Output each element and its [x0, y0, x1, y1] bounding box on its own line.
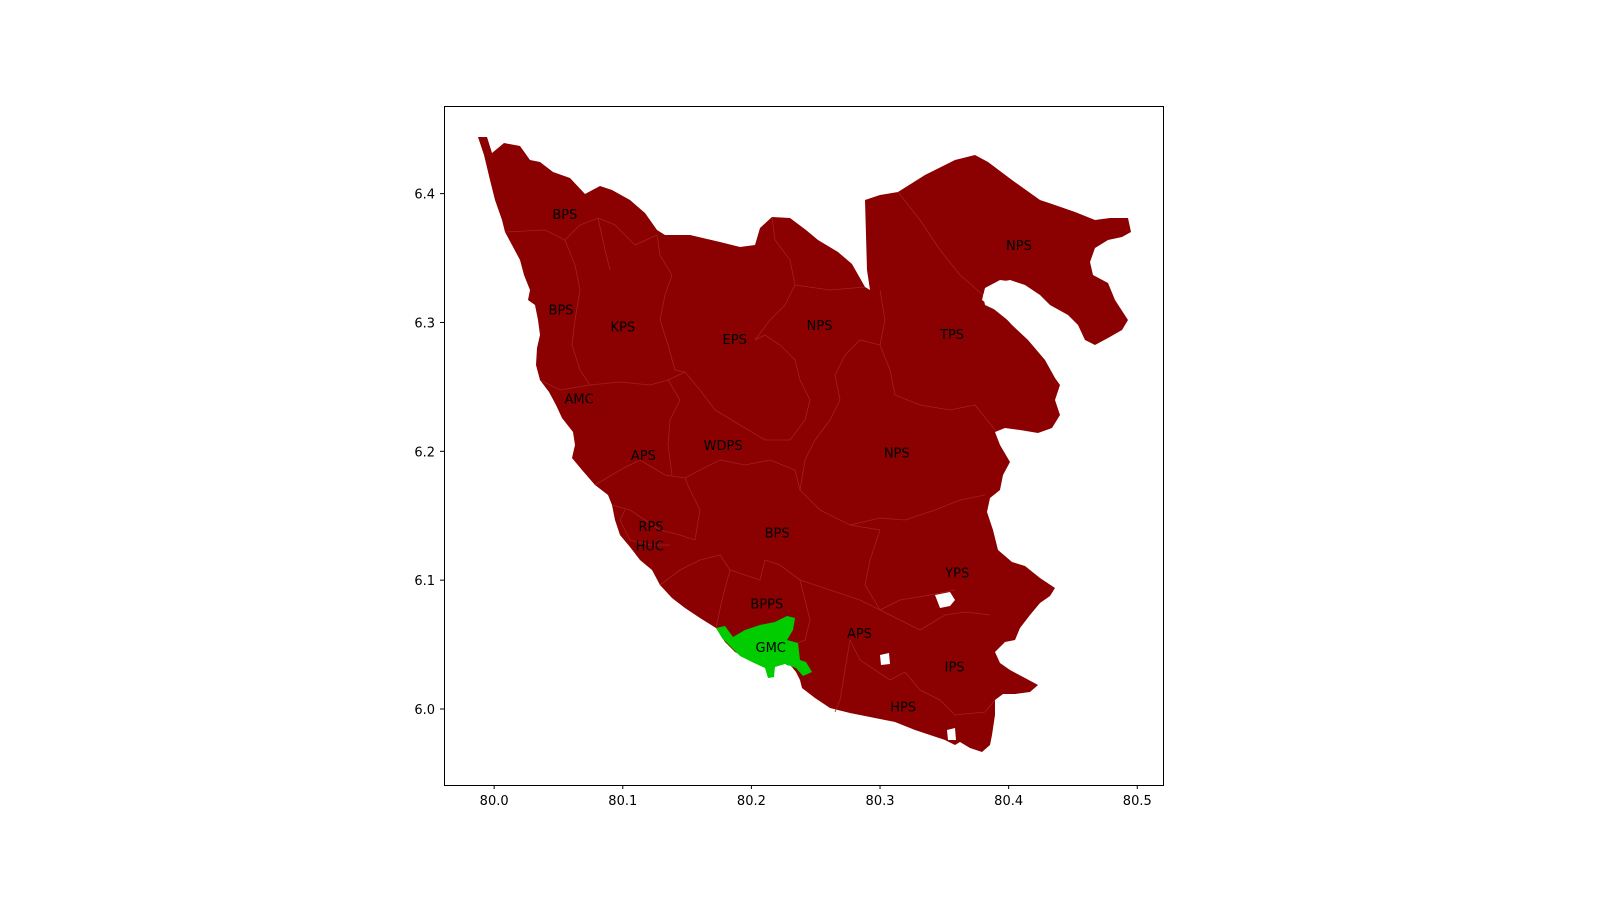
region-label-bps: BPS — [765, 526, 790, 541]
region-boundaries — [504, 191, 996, 716]
region-label-aps: APS — [847, 627, 872, 642]
y-tick-label: 6.3 — [414, 316, 435, 331]
region-label-bps: BPS — [552, 208, 577, 223]
region-label-nps: NPS — [807, 319, 833, 334]
region-label-kps: KPS — [610, 320, 635, 335]
region-label-hps: HPS — [890, 700, 916, 715]
x-tick-label: 80.0 — [480, 794, 509, 809]
gmc-inlet — [774, 664, 795, 688]
y-tick-label: 6.0 — [414, 703, 435, 718]
y-axis-ticks: 6.0 6.1 6.2 6.3 6.4 — [414, 188, 444, 718]
region-label-yps: YPS — [944, 566, 969, 581]
lagoon-tip — [947, 728, 956, 740]
region-label-gmc: GMC — [756, 641, 786, 656]
x-tick-label: 80.5 — [1123, 794, 1152, 809]
region-gmc — [716, 616, 812, 678]
region-label-tps: TPS — [939, 328, 964, 343]
axes-frame — [444, 106, 1164, 786]
lagoon-north — [982, 280, 1050, 330]
region-landmass — [478, 137, 1131, 752]
x-tick-label: 80.2 — [737, 794, 766, 809]
y-tick-label: 6.4 — [414, 188, 435, 203]
region-label-amc: AMC — [564, 392, 593, 407]
x-tick-label: 80.3 — [866, 794, 895, 809]
region-label-bpps: BPPS — [750, 597, 783, 612]
region-label-nps: NPS — [884, 447, 910, 462]
region-label-nps: NPS — [1006, 239, 1032, 254]
region-label-ips: IPS — [945, 660, 965, 675]
x-axis-ticks: 80.0 80.1 80.2 80.3 80.4 80.5 — [480, 785, 1152, 809]
lagoon-south — [935, 592, 955, 608]
region-label-bps: BPS — [549, 304, 574, 319]
region-label-eps: EPS — [723, 333, 747, 348]
map-polygons — [478, 137, 1131, 752]
region-labels: BPS BPS KPS EPS NPS NPS TPS AMC APS WDPS NPS RPS HUC… — [549, 208, 1032, 715]
region-label-rps: RPS — [639, 520, 664, 535]
region-label-wdps: WDPS — [704, 439, 743, 454]
y-tick-label: 6.2 — [414, 445, 435, 460]
lagoon-small — [880, 653, 890, 665]
x-tick-label: 80.1 — [608, 794, 637, 809]
y-tick-label: 6.1 — [414, 574, 435, 589]
x-tick-label: 80.4 — [994, 794, 1023, 809]
region-label-huc: HUC — [636, 539, 664, 554]
region-label-aps: APS — [631, 449, 656, 464]
